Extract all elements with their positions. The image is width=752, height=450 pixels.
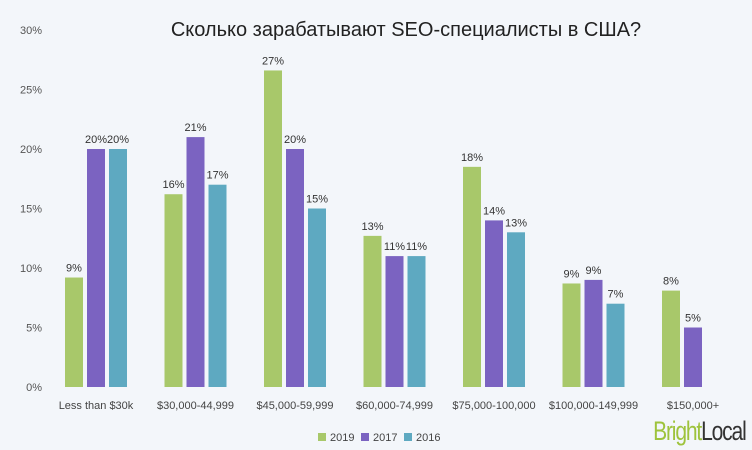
bar-2019 xyxy=(65,277,83,387)
data-label: 13% xyxy=(361,221,383,233)
legend-swatch xyxy=(361,433,369,441)
bar-2019 xyxy=(662,290,680,387)
bar-2017 xyxy=(87,149,105,387)
legend-swatch xyxy=(404,433,412,441)
x-tick-label: $150,000+ xyxy=(667,400,719,412)
data-label: 8% xyxy=(663,276,679,288)
bar-2016 xyxy=(507,232,525,387)
bar-2016 xyxy=(208,184,227,387)
data-label: 15% xyxy=(306,194,328,206)
data-label: 16% xyxy=(162,179,184,191)
y-tick-label: 20% xyxy=(20,144,42,156)
data-label: 11% xyxy=(406,241,427,253)
data-label: 9% xyxy=(66,263,82,275)
bar-2016 xyxy=(109,149,127,387)
bar-2016 xyxy=(606,303,625,387)
bar-2017 xyxy=(684,327,702,387)
y-tick-label: 10% xyxy=(20,263,42,275)
brightlocal-logo: BrightLocal xyxy=(653,416,747,446)
data-label: 5% xyxy=(685,313,701,325)
bar-2016 xyxy=(407,256,426,387)
legend-swatch xyxy=(318,433,326,441)
bar-2019 xyxy=(463,166,481,387)
x-tick-label: $75,000-100,000 xyxy=(452,400,535,412)
data-label: 20% xyxy=(284,134,306,146)
data-label: 17% xyxy=(206,170,228,182)
data-label: 9% xyxy=(586,265,602,277)
bar-2019 xyxy=(264,70,282,388)
bar-2017 xyxy=(186,137,205,387)
data-label: 14% xyxy=(483,205,505,217)
x-tick-label: $30,000-44,999 xyxy=(157,400,234,412)
legend-label: 2017 xyxy=(373,432,397,444)
data-label: 9% xyxy=(564,268,580,280)
bar-2019 xyxy=(562,283,581,387)
bar-2019 xyxy=(164,194,183,387)
bar-2017 xyxy=(286,149,304,387)
legend-label: 2019 xyxy=(330,432,354,444)
y-tick-label: 25% xyxy=(20,85,42,97)
y-tick-label: 30% xyxy=(20,25,42,37)
data-label: 18% xyxy=(461,152,483,164)
x-tick-label: $45,000-59,999 xyxy=(256,400,333,412)
x-tick-label: $100,000-149,999 xyxy=(549,400,638,412)
data-label: 27% xyxy=(262,55,284,67)
data-label: 13% xyxy=(505,217,527,229)
data-label: 20% xyxy=(85,134,107,146)
x-tick-label: Less than $30k xyxy=(59,400,134,412)
x-tick-label: $60,000-74,999 xyxy=(356,400,433,412)
bar-2017 xyxy=(485,220,503,387)
bar-2017 xyxy=(385,256,404,387)
y-tick-label: 5% xyxy=(26,323,42,335)
bar-2017 xyxy=(584,279,603,387)
y-tick-label: 15% xyxy=(20,204,42,216)
data-label: 21% xyxy=(184,122,206,134)
data-label: 20% xyxy=(107,134,129,146)
legend-label: 2016 xyxy=(416,432,440,444)
y-tick-label: 0% xyxy=(26,382,42,394)
bar-2019 xyxy=(363,235,382,387)
bar-2016 xyxy=(308,208,326,387)
chart-title: Сколько зарабатывают SEO-специалисты в С… xyxy=(171,19,641,41)
data-label: 7% xyxy=(608,289,624,301)
data-label: 11% xyxy=(384,241,405,253)
